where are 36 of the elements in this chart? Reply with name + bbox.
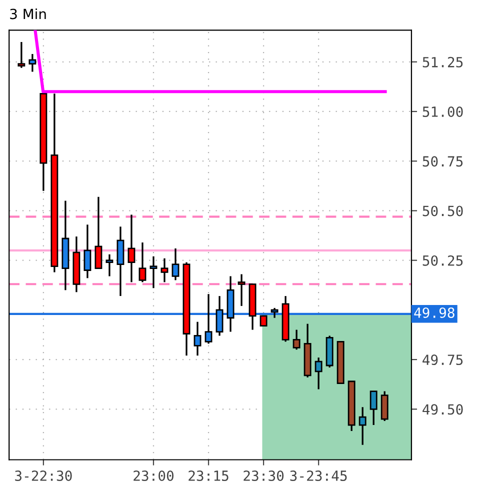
- candlestick: [116, 226, 124, 297]
- x-tick-label: 23:15: [188, 470, 228, 481]
- candlestick: [28, 53, 36, 73]
- candlestick: [238, 273, 246, 307]
- candlestick: [128, 214, 136, 283]
- candlestick: [172, 248, 180, 281]
- y-tick-label: 50.25: [422, 255, 463, 266]
- candlestick: [106, 254, 114, 278]
- candlestick: [204, 293, 212, 345]
- candlestick: [270, 307, 278, 319]
- x-tick-label: 23:30: [244, 470, 284, 481]
- x-tick-label: 3-22:30: [15, 470, 72, 481]
- y-tick-label: 51.25: [422, 56, 463, 68]
- y-tick-label: 50.75: [422, 156, 463, 167]
- candlestick: [138, 242, 146, 283]
- y-tick-label: 51.00: [422, 106, 463, 118]
- candlestick: [358, 406, 366, 446]
- y-tick-label: 50.50: [422, 206, 463, 216]
- y-tick-label: 49.75: [422, 354, 463, 366]
- candlestick: [314, 356, 322, 390]
- y-tick-label: 49.50: [422, 404, 463, 415]
- candlestick: [150, 256, 158, 289]
- ref-line-label: 49.98: [414, 307, 454, 318]
- candlestick: [194, 321, 202, 356]
- candlestick: [216, 295, 224, 337]
- candlestick: [292, 328, 300, 350]
- x-tick-label: 23:00: [134, 470, 174, 481]
- candlestick: [260, 315, 268, 327]
- chart-title: 3 Min: [10, 8, 46, 20]
- candlestick: [370, 390, 378, 426]
- candlestick: [160, 258, 168, 283]
- candlestick: [84, 224, 92, 280]
- candlestick: [94, 196, 102, 270]
- x-tick-label: 3-23:45: [290, 470, 347, 481]
- candlestick: [380, 390, 388, 422]
- candlestick: [18, 41, 26, 69]
